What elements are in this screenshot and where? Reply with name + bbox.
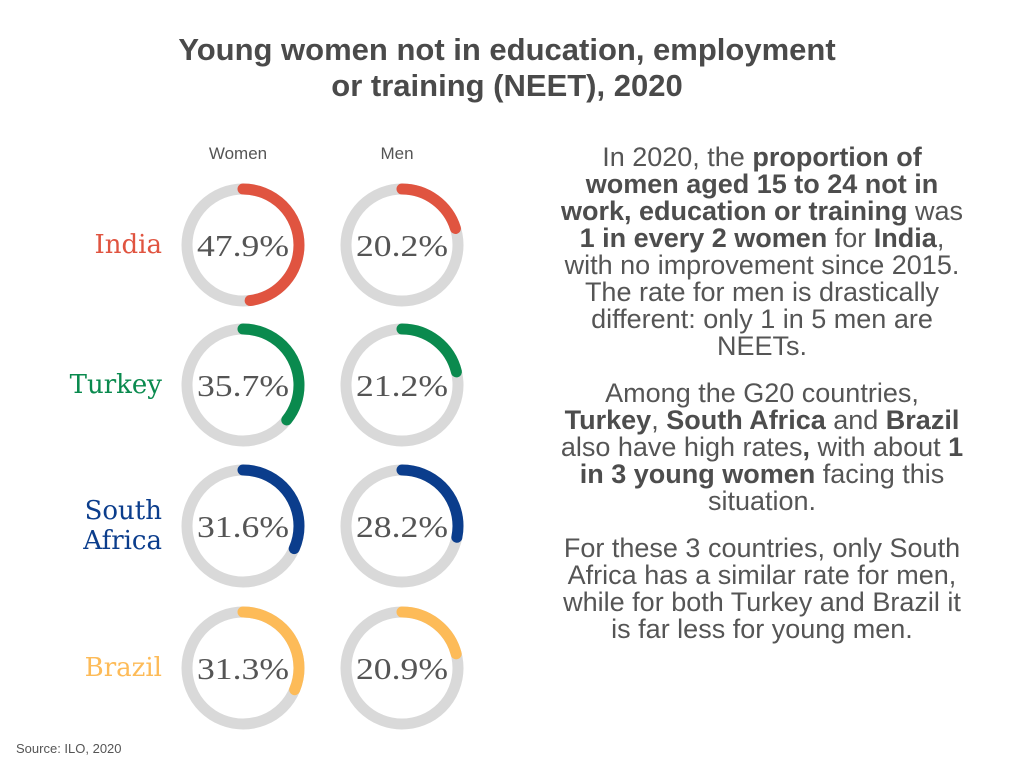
data-label: 28.2% [356, 509, 448, 544]
body-text: and [825, 405, 886, 435]
country-label: South Africa [83, 496, 162, 556]
data-label: 21.2% [356, 368, 448, 403]
commentary-paragraph: For these 3 countries, only South Africa… [556, 535, 968, 643]
donut-value-arc [340, 183, 464, 307]
donut-south-africa-women: 31.6% [181, 464, 305, 588]
emphasis-text: , [802, 432, 811, 462]
donut-turkey-men: 21.2% [340, 323, 464, 447]
donut-brazil-women: 31.3% [181, 606, 305, 730]
donut-value-arc [181, 606, 305, 730]
country-label: India [94, 230, 162, 260]
emphasis-text: Turkey [564, 405, 652, 435]
commentary: In 2020, the proportion of women aged 15… [556, 144, 968, 663]
donut-value-arc [181, 464, 305, 588]
donut-value-arc [340, 606, 464, 730]
chart-title: Young women not in education, employment… [0, 32, 1014, 104]
data-label: 47.9% [197, 228, 289, 263]
body-text: also have high rates [560, 432, 803, 462]
title-line-1: Young women not in education, employment [178, 32, 836, 67]
donut-value-arc [340, 464, 464, 588]
commentary-paragraph: In 2020, the proportion of women aged 15… [556, 144, 968, 360]
donut-south-africa-men: 28.2% [340, 464, 464, 588]
emphasis-text: 1 in every 2 women [579, 223, 828, 253]
data-label: 31.3% [197, 651, 289, 686]
emphasis-text: proportion of women aged 15 to 24 not in… [560, 142, 939, 226]
country-label: Turkey [69, 370, 162, 400]
body-text: was [907, 196, 964, 226]
donut-india-women: 47.9% [181, 183, 305, 307]
emphasis-text: Brazil [885, 405, 960, 435]
body-text: Among the G20 countries, [605, 378, 919, 408]
donut-turkey-women: 35.7% [181, 323, 305, 447]
body-text: facing this situation. [707, 459, 945, 516]
column-header-women: Women [208, 144, 268, 163]
source-note: Source: ILO, 2020 [16, 741, 122, 756]
title-line-2: or training (NEET), 2020 [331, 68, 683, 103]
donut-brazil-men: 20.9% [340, 606, 464, 730]
donut-value-arc [181, 183, 305, 307]
donut-value-arc [181, 323, 305, 447]
body-text: for [827, 223, 874, 253]
emphasis-text: India [873, 223, 937, 253]
column-header-men: Men [380, 144, 414, 163]
body-text: , [651, 405, 667, 435]
body-text: In 2020, the [602, 142, 753, 172]
body-text: with about [810, 432, 949, 462]
donut-india-men: 20.2% [340, 183, 464, 307]
emphasis-text: 1 in 3 young women [579, 432, 964, 489]
donut-value-arc [340, 323, 464, 447]
data-label: 20.2% [356, 228, 448, 263]
country-label: Brazil [84, 653, 162, 683]
emphasis-text: South Africa [666, 405, 826, 435]
commentary-paragraph: Among the G20 countries, Turkey, South A… [556, 380, 968, 515]
body-text: For these 3 countries, only South Africa… [563, 533, 961, 644]
data-label: 35.7% [197, 368, 289, 403]
data-label: 31.6% [197, 509, 289, 544]
data-label: 20.9% [356, 651, 448, 686]
body-text: , with no improvement since 2015. The ra… [564, 223, 960, 361]
